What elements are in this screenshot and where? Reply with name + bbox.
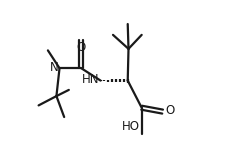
Text: HN: HN bbox=[82, 73, 99, 86]
Text: O: O bbox=[76, 41, 86, 54]
Text: O: O bbox=[164, 104, 173, 117]
Text: HO: HO bbox=[122, 120, 140, 133]
Text: N: N bbox=[50, 61, 58, 74]
